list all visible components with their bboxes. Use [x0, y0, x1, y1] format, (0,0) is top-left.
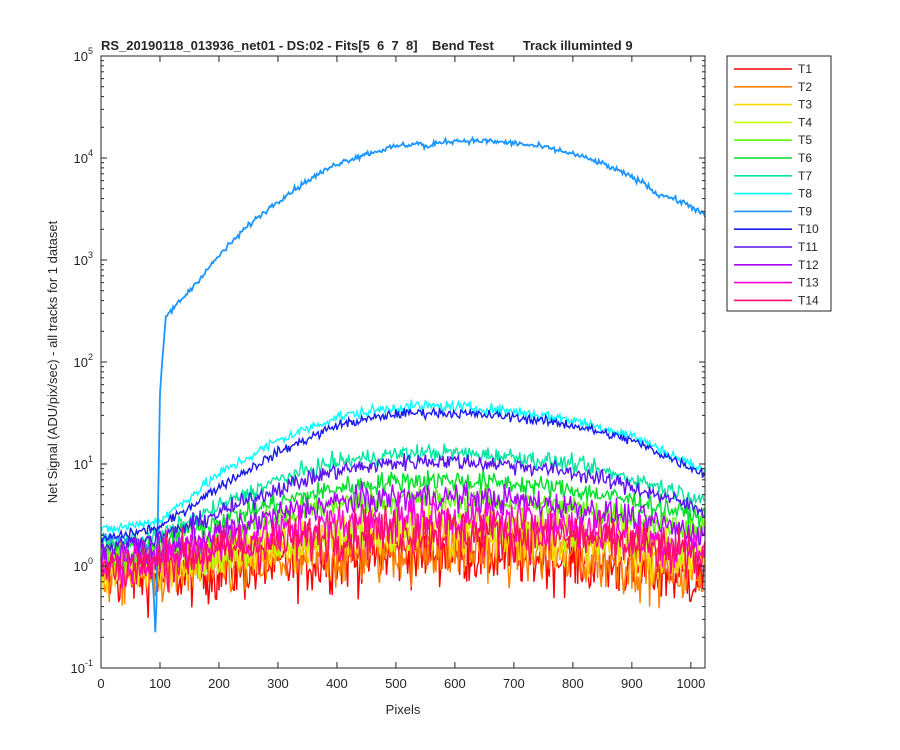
- series-line-t6: [100, 470, 706, 561]
- series-line-t7: [100, 442, 705, 556]
- legend-label-t10: T10: [798, 222, 819, 236]
- x-tick-label: 800: [562, 676, 584, 691]
- legend-label-t12: T12: [798, 258, 819, 272]
- legend: T1 T2 T3 T4 T5 T6 T7 T8 T9 T10 T11 T12 T13 T14: [726, 55, 832, 312]
- series-line-t14: [100, 505, 706, 592]
- y-tick-label: 102: [74, 352, 93, 370]
- legend-label-t7: T7: [798, 169, 812, 183]
- series-line-t10: [100, 406, 706, 545]
- y-axis-label: Net Signal (ADU/pix/sec) - all tracks fo…: [45, 220, 60, 503]
- x-tick-label: 0: [97, 676, 104, 691]
- x-axis-label: Pixels: [386, 702, 421, 717]
- x-tick-label: 500: [385, 676, 407, 691]
- y-tick-label: 100: [74, 556, 93, 574]
- y-tick-label: 105: [74, 46, 93, 64]
- y-tick-label: 10-1: [71, 658, 93, 676]
- x-tick-label: 200: [208, 676, 230, 691]
- y-ticks: 10-1 100 101 102 103 104 105: [71, 46, 705, 676]
- legend-label-t8: T8: [798, 187, 812, 201]
- legend-label-t6: T6: [798, 151, 812, 165]
- y-tick-label: 103: [74, 250, 93, 268]
- y-tick-label: 101: [74, 454, 93, 472]
- legend-label-t4: T4: [798, 115, 812, 129]
- legend-label-t9: T9: [798, 204, 812, 218]
- legend-label-t5: T5: [798, 133, 812, 147]
- x-tick-label: 100: [149, 676, 171, 691]
- y-tick-label: 104: [74, 148, 93, 166]
- legend-label-t1: T1: [798, 62, 812, 76]
- x-tick-label: 300: [267, 676, 289, 691]
- series-line-t9: [100, 135, 706, 633]
- series-layer: [100, 135, 706, 633]
- series-line-t11: [100, 453, 706, 556]
- x-tick-label: 700: [503, 676, 525, 691]
- x-tick-label: 1000: [676, 676, 705, 691]
- x-tick-label: 400: [326, 676, 348, 691]
- x-tick-label: 900: [621, 676, 643, 691]
- legend-label-t3: T3: [798, 98, 812, 112]
- chart-title: RS_20190118_013936_net01 - DS:02 - Fits[…: [101, 38, 633, 53]
- legend-label-t2: T2: [798, 80, 812, 94]
- legend-label-t14: T14: [798, 293, 819, 307]
- x-ticks: 0 100 200 300 400 500 600 700 800 900 1000: [97, 56, 705, 691]
- x-tick-label: 600: [444, 676, 466, 691]
- legend-label-t11: T11: [798, 240, 818, 254]
- legend-label-t13: T13: [798, 276, 819, 290]
- legend-box: [726, 55, 832, 312]
